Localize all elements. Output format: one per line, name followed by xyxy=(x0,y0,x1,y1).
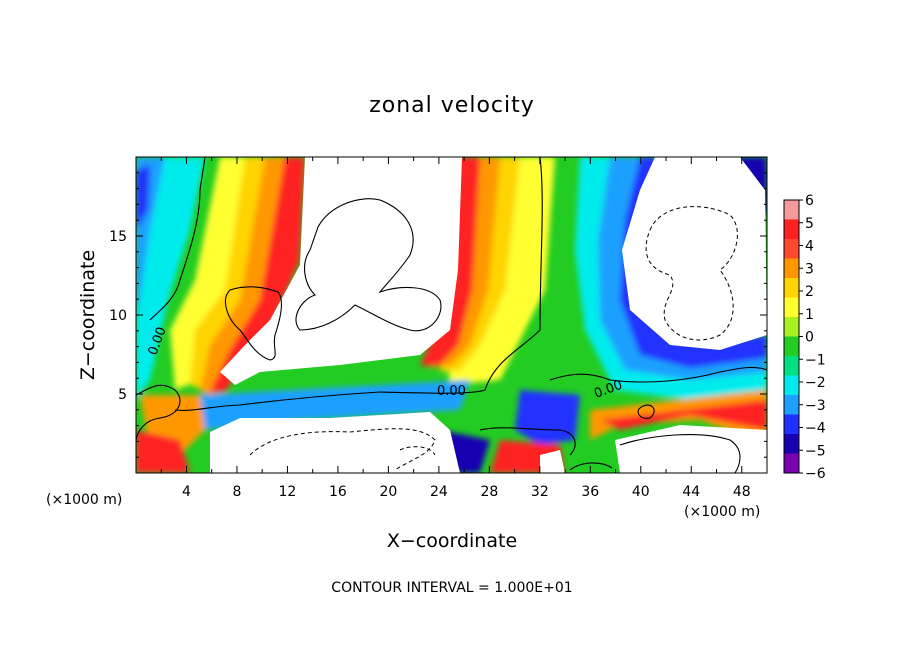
x-tick-label: 16 xyxy=(329,484,347,500)
contour-lines xyxy=(136,157,767,473)
x-tick-label: 20 xyxy=(379,484,397,500)
colorbar-label: 5 xyxy=(805,216,814,232)
y-tick-label: 10 xyxy=(109,308,127,324)
x-tick-label: 24 xyxy=(430,484,448,500)
x-tick-label: 28 xyxy=(480,484,498,500)
colorbar-swatch xyxy=(784,219,799,240)
x-tick-label: 36 xyxy=(581,484,599,500)
velocity-field xyxy=(136,157,767,473)
colorbar-swatch xyxy=(784,200,799,220)
colorbar-swatch xyxy=(784,278,799,298)
colorbar-label: −6 xyxy=(805,466,826,482)
colorbar-label: 0 xyxy=(805,330,814,346)
colorbar-swatch xyxy=(784,336,799,357)
x-axis-label: X−coordinate xyxy=(387,530,517,552)
colorbar-label: 4 xyxy=(805,239,814,255)
colorbar-swatch xyxy=(784,375,799,396)
x-tick-label: 32 xyxy=(531,484,549,500)
x-unit-left: (×1000 m) xyxy=(46,492,122,508)
colorbar-swatch xyxy=(784,356,799,376)
x-tick-label: 40 xyxy=(632,484,650,500)
contour-interval-note: CONTOUR INTERVAL = 1.000E+01 xyxy=(331,580,572,596)
colorbar-label: −2 xyxy=(805,375,826,391)
colorbar-label: 3 xyxy=(805,261,814,277)
x-tick-label: 48 xyxy=(733,484,751,500)
colorbar-label: 2 xyxy=(805,284,814,300)
colorbar-label: −1 xyxy=(805,352,826,368)
negative-contour-lines xyxy=(249,206,738,471)
colorbar-swatch xyxy=(784,434,799,454)
colorbar-label: 1 xyxy=(805,307,814,323)
x-unit-right: (×1000 m) xyxy=(684,504,760,520)
chart-title: zonal velocity xyxy=(369,93,535,118)
colorbar-swatch xyxy=(784,395,799,415)
colorbar-label: −5 xyxy=(805,443,826,459)
colorbar-swatch xyxy=(784,453,799,474)
colorbar-label: −3 xyxy=(805,398,826,414)
contour-label: 0.00 xyxy=(437,384,466,399)
colorbar-label: −4 xyxy=(805,421,826,437)
x-tick-label: 8 xyxy=(232,484,241,500)
x-tick-label: 4 xyxy=(182,484,191,500)
colorbar-swatch xyxy=(784,258,799,279)
x-tick-label: 12 xyxy=(279,484,297,500)
y-tick-label: 15 xyxy=(109,229,127,245)
colorbar-swatch xyxy=(784,317,799,337)
x-axis: 4 8 12 16 20 24 28 32 36 40 44 48 xyxy=(160,157,751,500)
y-axis-label: Z−coordinate xyxy=(77,250,99,380)
y-axis: 5 10 15 xyxy=(109,172,767,458)
x-tick-label: 44 xyxy=(682,484,700,500)
colorbar-swatch xyxy=(784,239,799,259)
colorbar-swatch xyxy=(784,297,799,318)
colorbar-label: 6 xyxy=(805,193,814,209)
colorbar: 6 5 4 3 2 1 0 −1 −2 −3 −4 −5 −6 xyxy=(783,193,826,482)
colorbar-swatch xyxy=(784,414,799,435)
y-tick-label: 5 xyxy=(118,387,127,403)
